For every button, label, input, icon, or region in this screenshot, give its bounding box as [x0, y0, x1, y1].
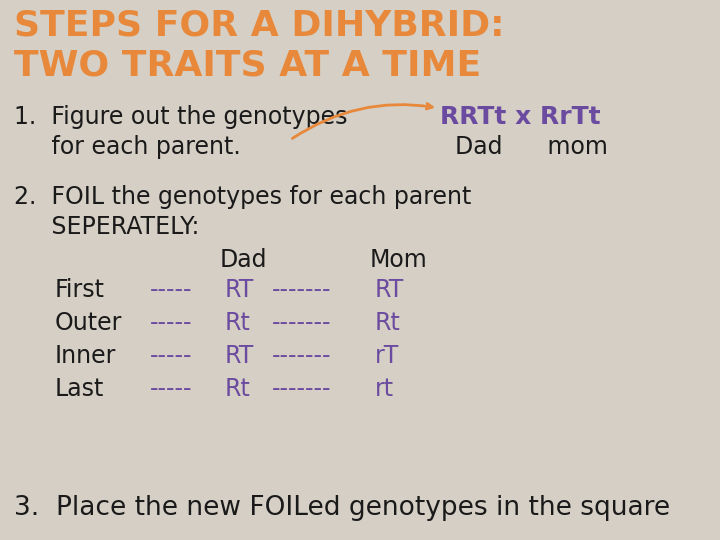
Text: -----: ----- — [150, 344, 192, 368]
Text: STEPS FOR A DIHYBRID:: STEPS FOR A DIHYBRID: — [14, 8, 505, 42]
Text: Mom: Mom — [370, 248, 428, 272]
Text: Dad: Dad — [220, 248, 268, 272]
Text: 3.  Place the new FOILed genotypes in the square: 3. Place the new FOILed genotypes in the… — [14, 495, 670, 521]
Text: Outer: Outer — [55, 311, 122, 335]
Text: rT: rT — [375, 344, 400, 368]
Text: -----: ----- — [150, 311, 192, 335]
Text: RT: RT — [375, 278, 405, 302]
Text: rt: rt — [375, 377, 394, 401]
Text: TWO TRAITS AT A TIME: TWO TRAITS AT A TIME — [14, 48, 481, 82]
Text: for each parent.: for each parent. — [14, 135, 240, 159]
Text: Rt: Rt — [225, 377, 251, 401]
Text: -------: ------- — [272, 278, 331, 302]
Text: SEPERATELY:: SEPERATELY: — [14, 215, 199, 239]
Text: RRTt x RrTt: RRTt x RrTt — [440, 105, 600, 129]
Text: Rt: Rt — [225, 311, 251, 335]
Text: -----: ----- — [150, 377, 192, 401]
Text: 1.  Figure out the genotypes: 1. Figure out the genotypes — [14, 105, 348, 129]
Text: Inner: Inner — [55, 344, 117, 368]
Text: -------: ------- — [272, 344, 331, 368]
Text: Dad      mom: Dad mom — [455, 135, 608, 159]
Text: -------: ------- — [272, 311, 331, 335]
Text: RT: RT — [225, 278, 254, 302]
Text: First: First — [55, 278, 105, 302]
Text: 2.  FOIL the genotypes for each parent: 2. FOIL the genotypes for each parent — [14, 185, 472, 209]
Text: -------: ------- — [272, 377, 331, 401]
Text: Rt: Rt — [375, 311, 401, 335]
Text: Last: Last — [55, 377, 104, 401]
Text: -----: ----- — [150, 278, 192, 302]
Text: RT: RT — [225, 344, 254, 368]
